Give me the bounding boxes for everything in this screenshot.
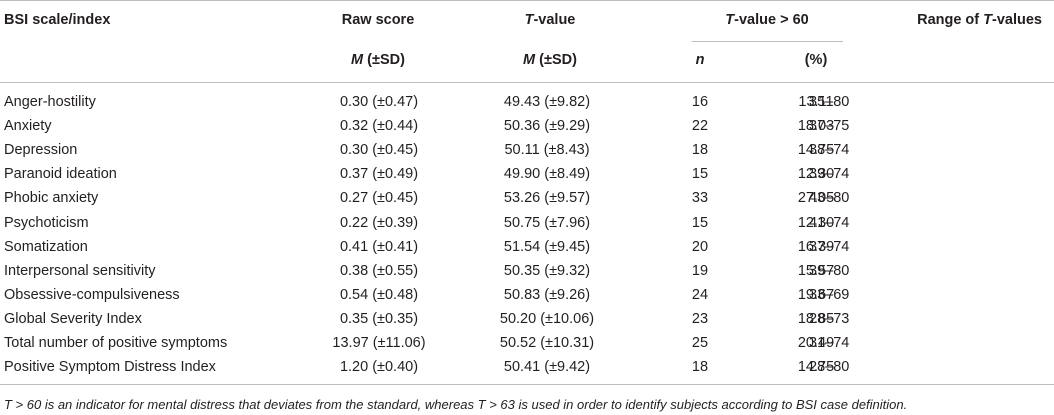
row-raw-score: 0.35 (±0.35) (339, 311, 419, 327)
row-n: 18 (691, 142, 709, 158)
row-percent: 18.85 (797, 311, 835, 327)
row-n: 15 (691, 215, 709, 231)
row-t-value: 50.20 (±10.06) (499, 311, 595, 327)
row-range: 41–74 (809, 215, 850, 231)
row-range: 37–75 (809, 118, 850, 134)
row-raw-score: 0.30 (±0.47) (339, 94, 419, 110)
row-n: 24 (691, 287, 709, 303)
row-range: 35–80 (809, 94, 850, 110)
row-range: 39–80 (809, 263, 850, 279)
bottom-rule (0, 384, 1054, 385)
row-range: 43–80 (809, 190, 850, 206)
row-scale-name: Somatization (4, 239, 88, 255)
table-footnote: T > 60 is an indicator for mental distre… (4, 397, 908, 412)
header-t-value-rest: -value (533, 12, 576, 28)
subheader-t-m: M (523, 52, 536, 68)
row-n: 19 (691, 263, 709, 279)
row-raw-score: 0.27 (±0.45) (339, 190, 419, 206)
row-range: 28–73 (809, 311, 850, 327)
row-range: 28–80 (809, 359, 850, 375)
row-scale-name: Phobic anxiety (4, 190, 99, 206)
header-range-symbol: T (983, 12, 993, 28)
row-scale-name: Positive Symptom Distress Index (4, 359, 216, 375)
row-n: 33 (691, 190, 709, 206)
subheader-t-sd: (±SD) (535, 52, 577, 68)
row-raw-score: 0.22 (±0.39) (339, 215, 419, 231)
row-raw-score: 0.54 (±0.48) (339, 287, 419, 303)
header-range: Range of T-values (917, 11, 1042, 29)
row-raw-score: 0.38 (±0.55) (339, 263, 419, 279)
row-percent: 15.57 (797, 263, 835, 279)
row-n: 18 (691, 359, 709, 375)
row-range: 39–74 (809, 166, 850, 182)
row-percent: 12.30 (797, 166, 835, 182)
subheader-percent: (%) (804, 52, 828, 68)
row-t-value: 49.90 (±8.49) (503, 166, 591, 182)
subheader-raw-sd: (±SD) (363, 52, 405, 68)
header-range-suffix: -values (992, 12, 1042, 28)
row-scale-name: Obsessive-compulsiveness (4, 287, 180, 303)
row-scale-name: Interpersonal sensitivity (4, 263, 156, 279)
subheader-raw-msd: M (±SD) (351, 51, 405, 69)
row-n: 25 (691, 335, 709, 351)
subheader-raw-m: M (351, 52, 364, 68)
row-n: 23 (691, 311, 709, 327)
header-t-over-60-rest: -value > 60 (734, 12, 809, 28)
row-t-value: 50.41 (±9.42) (503, 359, 591, 375)
row-n: 22 (691, 118, 709, 134)
row-n: 20 (691, 239, 709, 255)
row-t-value: 50.75 (±7.96) (503, 215, 591, 231)
row-t-value: 50.11 (±8.43) (504, 142, 590, 158)
row-percent: 12.30 (797, 215, 835, 231)
header-t-over-60-symbol: T (725, 12, 735, 28)
row-range: 38–74 (809, 142, 850, 158)
t-over-60-underline (692, 41, 843, 42)
row-percent: 18.03 (797, 118, 835, 134)
header-scale: BSI scale/index (4, 12, 111, 28)
row-t-value: 50.35 (±9.32) (503, 263, 591, 279)
header-range-prefix: Range of (917, 12, 984, 28)
row-percent: 13.11 (798, 94, 834, 110)
row-t-value: 50.36 (±9.29) (503, 118, 591, 134)
header-t-value: T-value (525, 11, 576, 29)
row-raw-score: 1.20 (±0.40) (339, 359, 419, 375)
row-percent: 19.67 (797, 287, 835, 303)
subheader-t-msd: M (±SD) (523, 51, 577, 69)
row-t-value: 51.54 (±9.45) (503, 239, 591, 255)
row-scale-name: Anxiety (4, 118, 52, 134)
row-raw-score: 0.30 (±0.45) (339, 142, 419, 158)
row-scale-name: Anger-hostility (4, 94, 96, 110)
row-t-value: 49.43 (±9.82) (503, 94, 591, 110)
row-range: 37–74 (809, 239, 850, 255)
row-raw-score: 0.41 (±0.41) (339, 239, 419, 255)
row-raw-score: 0.32 (±0.44) (339, 118, 419, 134)
header-raw-score: Raw score (341, 12, 415, 28)
row-scale-name: Psychoticism (4, 215, 89, 231)
header-t-over-60: T-value > 60 (725, 11, 808, 29)
row-n: 16 (691, 94, 709, 110)
row-percent: 20.49 (797, 335, 835, 351)
row-t-value: 53.26 (±9.57) (503, 190, 591, 206)
row-percent: 27.05 (797, 190, 835, 206)
row-range: 33–69 (809, 287, 850, 303)
row-raw-score: 13.97 (±11.06) (332, 335, 426, 351)
row-n: 15 (691, 166, 709, 182)
row-scale-name: Depression (4, 142, 78, 158)
subheader-n: n (695, 52, 705, 68)
row-scale-name: Total number of positive symptoms (4, 335, 228, 351)
row-percent: 14.75 (797, 142, 835, 158)
top-rule (0, 0, 1054, 1)
header-t-value-symbol: T (524, 12, 534, 28)
row-range: 31–74 (809, 335, 850, 351)
row-percent: 14.75 (797, 359, 835, 375)
row-percent: 16.39 (797, 239, 835, 255)
row-t-value: 50.83 (±9.26) (503, 287, 591, 303)
row-t-value: 50.52 (±10.31) (499, 335, 595, 351)
row-scale-name: Global Severity Index (4, 311, 142, 327)
row-raw-score: 0.37 (±0.49) (339, 166, 419, 182)
row-scale-name: Paranoid ideation (4, 166, 117, 182)
header-rule (0, 82, 1054, 83)
